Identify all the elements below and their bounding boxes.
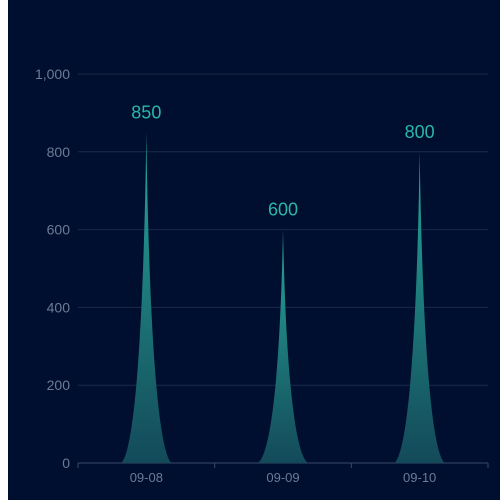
data-label: 800 — [405, 122, 435, 142]
y-tick-label: 600 — [47, 222, 71, 238]
y-tick-label: 0 — [62, 455, 70, 471]
x-tick-label: 09-10 — [403, 470, 436, 485]
bars — [121, 132, 445, 464]
bar-spike[interactable] — [394, 151, 445, 464]
x-tick-label: 09-08 — [130, 470, 163, 485]
y-axis-tick-labels: 0 200 400 600 800 1,000 — [35, 66, 70, 471]
y-tick-label: 1,000 — [35, 66, 70, 82]
data-label: 600 — [268, 200, 298, 220]
y-tick-label: 200 — [47, 377, 71, 393]
y-tick-label: 800 — [47, 144, 71, 160]
bar-spike[interactable] — [258, 229, 308, 463]
x-tick-label: 09-09 — [266, 470, 299, 485]
data-label: 850 — [131, 102, 161, 122]
data-labels: 850 600 800 — [131, 102, 434, 219]
x-axis-tick-labels: 09-08 09-09 09-10 — [77, 463, 489, 485]
bar-spike[interactable] — [121, 132, 172, 463]
y-tick-label: 400 — [47, 299, 71, 315]
